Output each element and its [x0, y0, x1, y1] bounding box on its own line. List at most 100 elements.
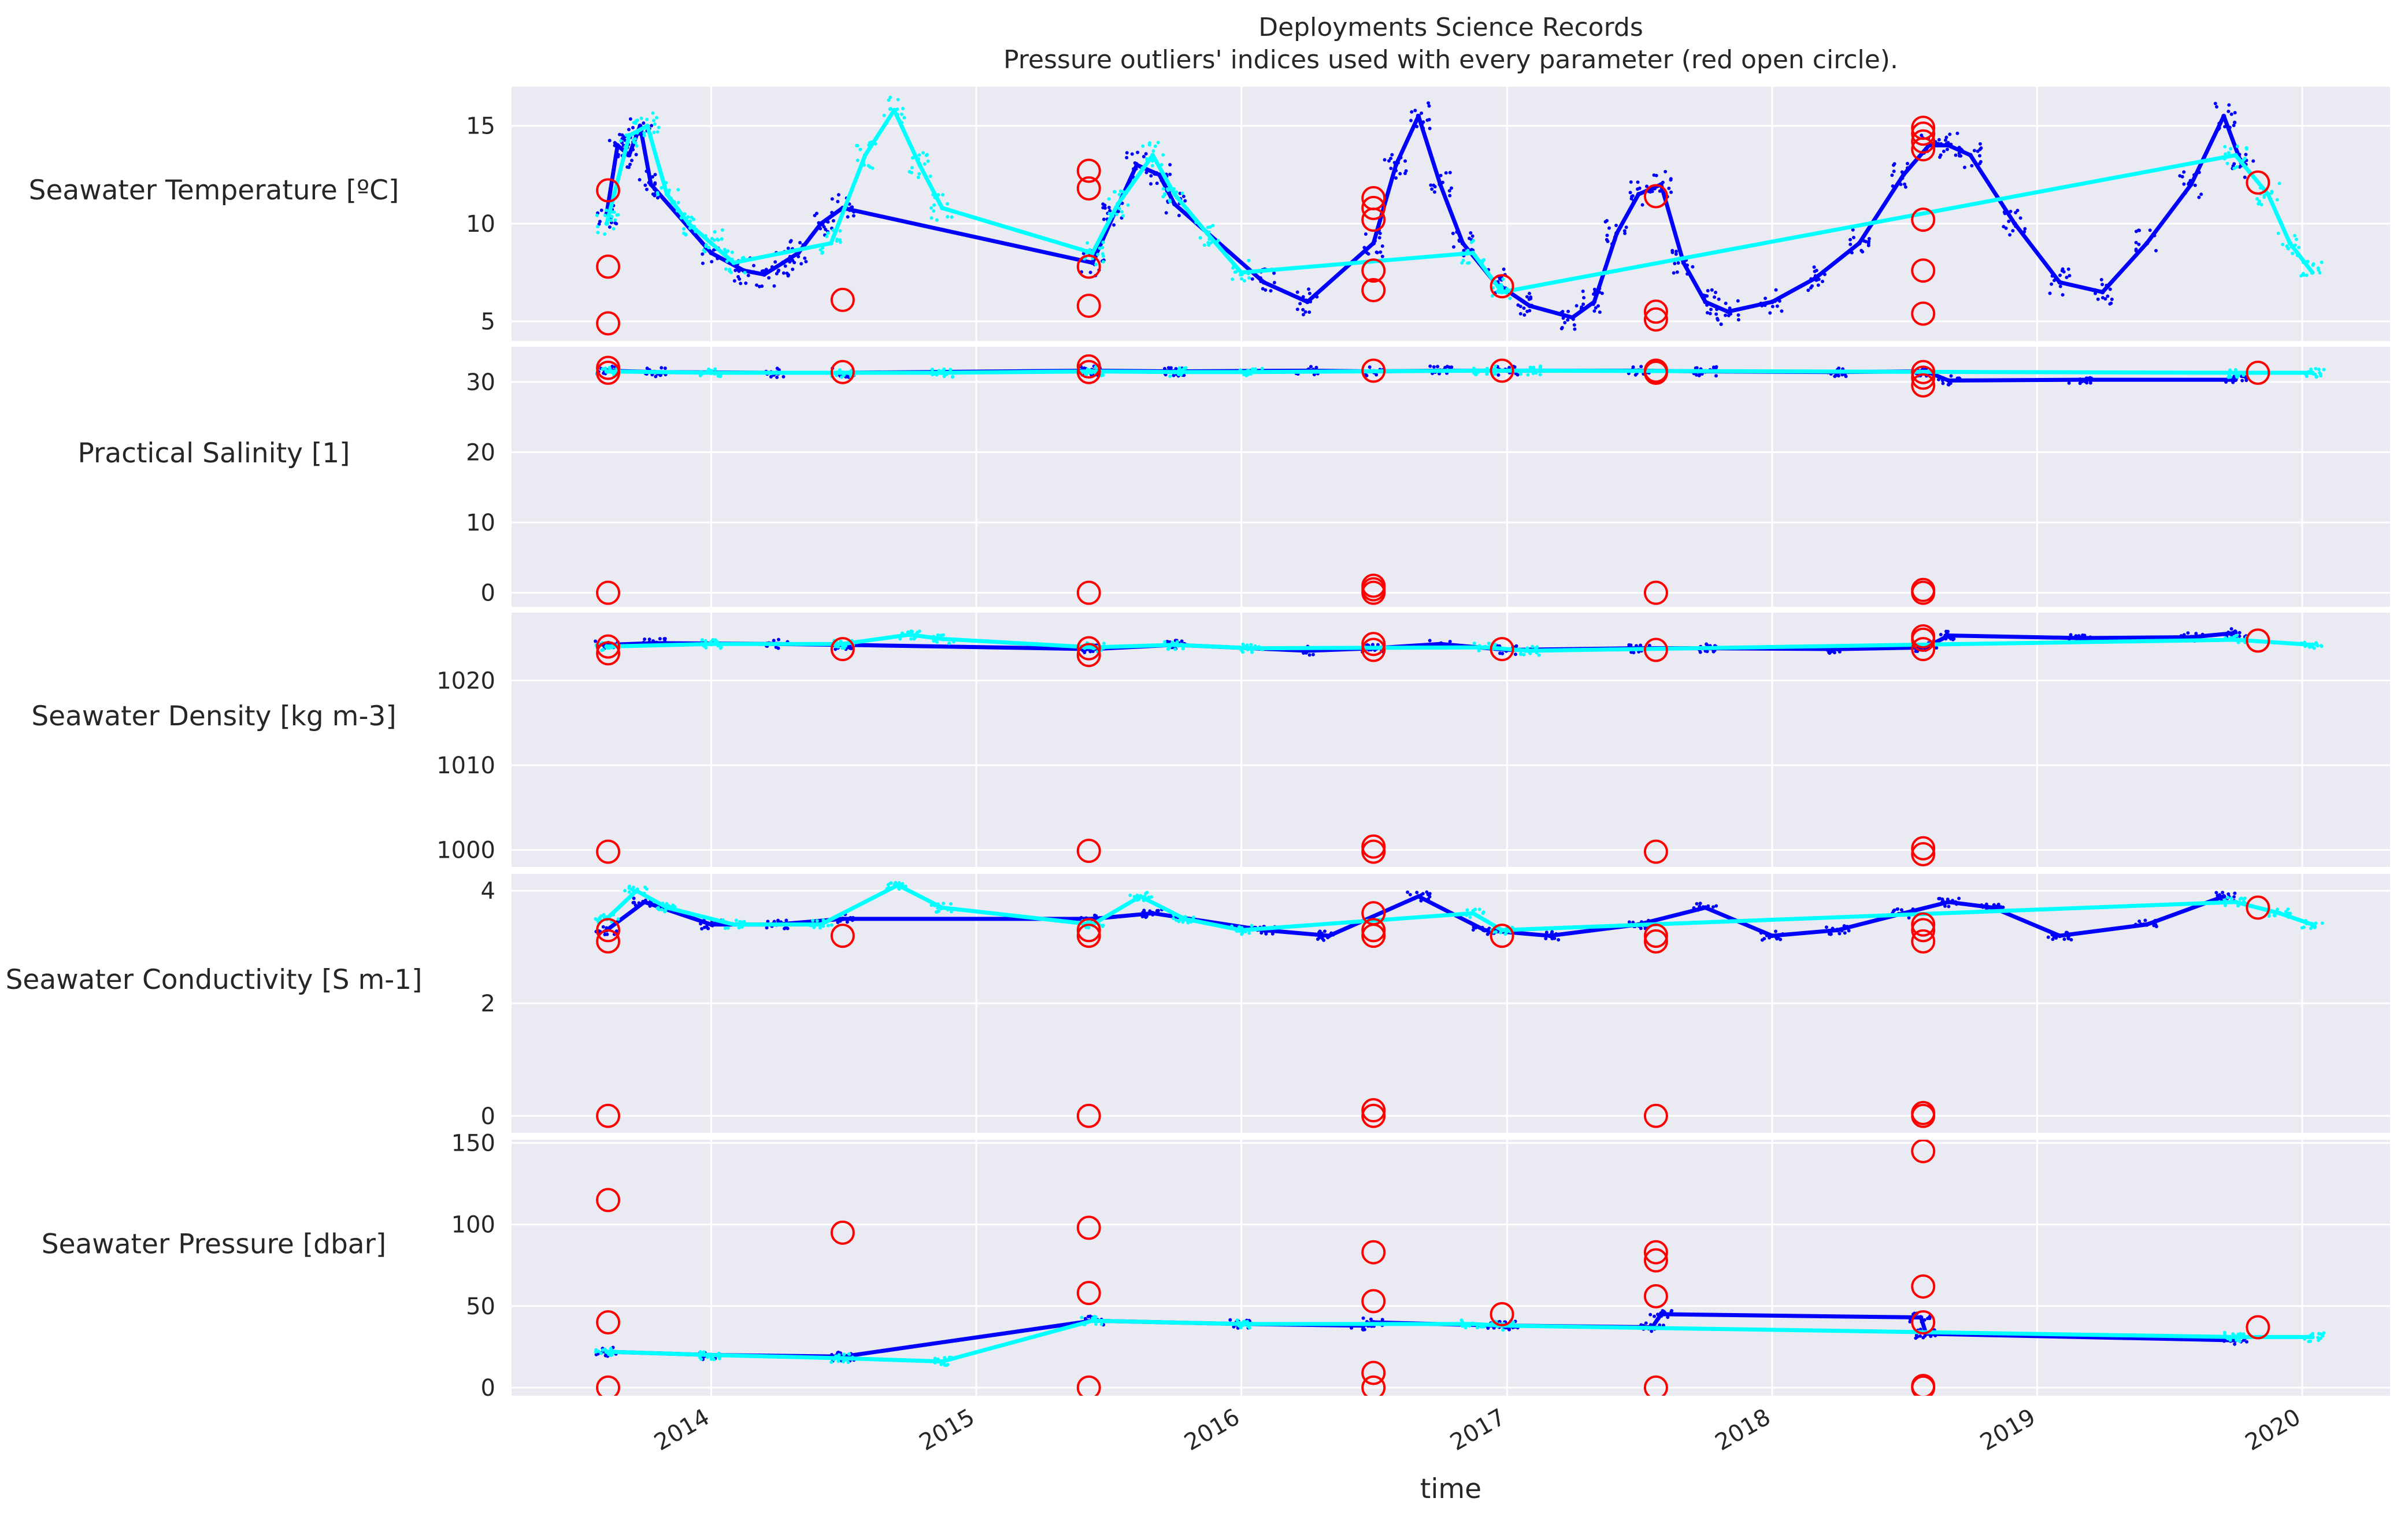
data-point: [603, 366, 607, 370]
data-point: [1318, 929, 1322, 933]
x-axis: 2014 2015 2016 2017 2018 2019 2020: [650, 1404, 2305, 1456]
data-point: [1152, 155, 1156, 159]
data-point: [632, 896, 636, 900]
data-point: [1814, 278, 1818, 282]
data-point: [826, 924, 830, 928]
data-point: [1477, 907, 1481, 911]
data-point: [2238, 1339, 2242, 1343]
data-point: [662, 909, 666, 913]
data-point: [2105, 283, 2109, 287]
data-point: [595, 213, 599, 217]
data-point: [1838, 932, 1842, 936]
data-point: [1161, 187, 1165, 191]
data-point: [1302, 651, 1306, 655]
data-point: [2214, 105, 2218, 109]
data-point: [939, 205, 944, 210]
data-point: [1412, 896, 1416, 900]
data-point: [634, 119, 638, 123]
data-point: [1258, 276, 1262, 280]
outlier-marker: [1643, 839, 1668, 864]
data-point: [1448, 194, 1452, 198]
data-point: [1650, 1329, 1654, 1333]
data-point: [717, 1356, 721, 1360]
data-point: [1092, 913, 1096, 917]
data-point: [1260, 647, 1264, 651]
data-point: [1957, 151, 1961, 155]
data-point: [1981, 905, 1985, 909]
data-point: [1479, 915, 1483, 920]
data-point: [786, 246, 790, 250]
data-point: [1316, 937, 1320, 941]
data-point: [2281, 243, 2285, 247]
panel-data: [594, 1140, 2326, 1396]
data-point: [728, 268, 732, 272]
data-point: [1094, 368, 1098, 372]
data-point: [772, 639, 776, 643]
data-point: [1361, 1316, 1365, 1320]
data-point: [1591, 302, 1595, 306]
data-point: [1115, 202, 1120, 207]
data-point: [1084, 925, 1088, 929]
data-point: [2096, 297, 2100, 301]
data-point: [616, 917, 620, 921]
data-point: [601, 648, 605, 652]
data-point: [1467, 251, 1471, 255]
data-point: [2299, 274, 2303, 278]
data-point: [1861, 250, 1865, 254]
data-point: [702, 920, 706, 924]
data-point: [1094, 262, 1098, 266]
data-point: [2227, 630, 2231, 634]
data-point: [1468, 915, 1472, 920]
data-point: [1829, 650, 1833, 654]
data-point: [949, 902, 953, 906]
data-point: [862, 153, 868, 158]
data-point: [594, 917, 598, 921]
outlier-marker: [1361, 1098, 1386, 1123]
data-point: [1172, 187, 1176, 191]
data-point: [2300, 920, 2305, 924]
data-point: [1490, 1322, 1494, 1326]
data-point: [1661, 191, 1665, 195]
data-point: [607, 646, 612, 650]
data-point: [639, 116, 643, 120]
data-point: [1903, 182, 1907, 186]
outlier-marker: [830, 637, 855, 662]
data-point: [663, 366, 667, 370]
data-point: [1107, 212, 1112, 216]
data-point: [641, 900, 645, 904]
data-point: [1168, 172, 1172, 176]
data-point: [906, 630, 910, 634]
data-point: [607, 366, 612, 370]
data-point: [1416, 113, 1420, 117]
data-point: [2232, 635, 2236, 639]
data-point: [2287, 915, 2291, 920]
data-point: [614, 1350, 618, 1354]
data-point: [1698, 902, 1702, 906]
outlier-marker: [1076, 839, 1101, 863]
data-point: [1944, 637, 1948, 641]
data-point: [1383, 158, 1387, 162]
data-point: [1181, 920, 1185, 924]
data-point: [1938, 896, 1942, 900]
data-point: [1108, 209, 1112, 213]
data-point: [1857, 240, 1862, 246]
data-point: [767, 276, 771, 280]
data-point: [2229, 627, 2233, 631]
data-point: [1368, 365, 1372, 369]
data-point: [1670, 249, 1675, 253]
data-point: [739, 281, 743, 286]
data-point: [1979, 160, 1983, 164]
data-point: [1380, 1318, 1384, 1322]
outlier-marker: [1911, 624, 1936, 649]
data-point: [770, 265, 774, 269]
data-point: [2240, 379, 2244, 383]
outlier-marker: [2246, 895, 2270, 920]
data-point: [2180, 175, 2184, 179]
data-point: [1954, 902, 1958, 906]
data-point: [784, 918, 788, 922]
data-point: [1507, 1328, 1511, 1332]
data-point: [644, 169, 649, 173]
data-point: [946, 908, 950, 912]
data-point: [838, 918, 842, 922]
